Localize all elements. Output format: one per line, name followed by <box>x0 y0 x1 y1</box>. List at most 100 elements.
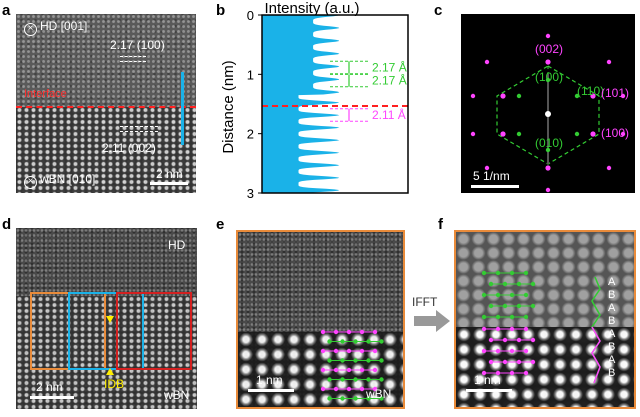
y-tick-label: 2 <box>247 127 254 142</box>
atom-marker <box>379 358 384 363</box>
atom-marker <box>481 348 487 354</box>
annotation-label: 2.17 Å <box>372 73 407 88</box>
atom-marker <box>495 270 501 276</box>
stacking-letter: A <box>608 302 616 314</box>
atom-marker <box>372 329 378 335</box>
scalebar <box>248 389 294 392</box>
atom-marker <box>516 359 522 365</box>
atom-marker <box>333 367 339 373</box>
stacking-letter: B <box>608 341 616 353</box>
atom-marker <box>333 386 339 392</box>
atom-marker <box>359 367 365 373</box>
panel-a-hd-label: × HD [001] <box>24 19 87 36</box>
chart-frame <box>261 14 409 194</box>
atom-marker <box>372 367 378 373</box>
atom-marker <box>340 358 345 363</box>
atom-marker <box>495 348 501 354</box>
atom-marker <box>481 314 487 320</box>
atom-marker <box>333 348 339 354</box>
atom-marker <box>488 303 494 309</box>
atom-marker <box>320 367 326 373</box>
atom-marker <box>379 377 384 382</box>
spacing-line <box>120 126 158 127</box>
atom-marker <box>516 337 522 343</box>
panel-a-spacing-bottom: 2.11 (002) <box>102 141 156 155</box>
scalebar <box>30 396 74 399</box>
lattice-overlay <box>481 270 536 376</box>
panel-f-label: f <box>438 216 443 233</box>
atom-marker <box>346 367 352 373</box>
atom-marker <box>502 303 508 309</box>
atom-marker <box>488 337 494 343</box>
stacking-letter: A <box>608 354 616 366</box>
lattice-overlay <box>320 329 384 401</box>
atom-marker <box>509 314 515 320</box>
intensity-profile <box>262 15 340 193</box>
atom-marker <box>359 329 365 335</box>
stacking-letter: B <box>608 367 616 379</box>
atom-marker <box>327 358 332 363</box>
idb-label: IDB <box>104 377 125 391</box>
panel-c-label: c <box>434 2 443 19</box>
stacking-letter: B <box>608 315 616 327</box>
arrow-right-icon <box>414 310 450 332</box>
atom-marker <box>353 358 358 363</box>
atom-marker <box>523 270 529 276</box>
atom-marker <box>366 339 371 344</box>
atom-marker <box>327 377 332 382</box>
atom-marker <box>481 292 487 298</box>
spot-label: (100) <box>535 70 564 84</box>
atom-marker <box>495 314 501 320</box>
panel-e-wbn-label: wBN <box>366 387 392 401</box>
atom-marker <box>366 377 371 382</box>
atom-marker <box>353 377 358 382</box>
atom-marker <box>509 270 515 276</box>
atom-marker <box>372 386 378 392</box>
atom-marker <box>353 396 358 401</box>
atom-marker <box>359 348 365 354</box>
atom-marker <box>530 359 536 365</box>
panel-d-label: d <box>2 216 12 233</box>
atom-marker <box>509 326 515 332</box>
atom-marker <box>523 314 529 320</box>
atom-marker <box>346 386 352 392</box>
atom-marker <box>516 303 522 309</box>
panel-e-label: e <box>216 216 225 233</box>
atom-marker <box>502 281 508 287</box>
atom-marker <box>481 326 487 332</box>
panel-d-hd-label: HD <box>168 238 186 252</box>
atom-marker <box>333 329 339 335</box>
crossed-circle-icon: × <box>24 176 37 189</box>
panel-b-label: b <box>216 2 226 19</box>
panel-d-image: HD IDB 2 nm wBN <box>16 228 197 409</box>
scalebar <box>466 389 512 392</box>
spot-label: (010) <box>535 136 564 150</box>
panel-b-chart: Intensity (a.u.) Distance (nm) 0 1 2 3 2.17… <box>220 0 409 200</box>
scalebar <box>150 182 188 185</box>
spacing-line <box>120 131 158 132</box>
atom-marker <box>502 359 508 365</box>
ifft-label: IFFT <box>412 295 438 309</box>
interface-line <box>16 106 196 108</box>
y-tick-label: 1 <box>247 67 254 82</box>
region-box-red <box>116 292 192 370</box>
scalebar-label: 1 nm <box>474 373 501 387</box>
panel-a-spacing-top: 2.17 (100) <box>110 38 165 52</box>
atom-marker <box>366 358 371 363</box>
spot-label: (100) <box>601 126 630 140</box>
atom-marker <box>481 270 487 276</box>
atom-marker <box>320 329 326 335</box>
idb-marker-down <box>106 316 114 323</box>
atom-marker <box>327 339 332 344</box>
scalebar-label: 1 nm <box>256 373 283 387</box>
chart-ylabel: Distance (nm) <box>220 60 237 153</box>
atom-marker <box>340 396 345 401</box>
profile-line <box>181 72 184 145</box>
spot-label: (101) <box>601 86 630 100</box>
atom-marker <box>495 370 501 376</box>
atom-marker <box>488 281 494 287</box>
atom-marker <box>509 348 515 354</box>
atom-marker <box>523 348 529 354</box>
atom-marker <box>530 281 536 287</box>
atom-marker <box>481 370 487 376</box>
